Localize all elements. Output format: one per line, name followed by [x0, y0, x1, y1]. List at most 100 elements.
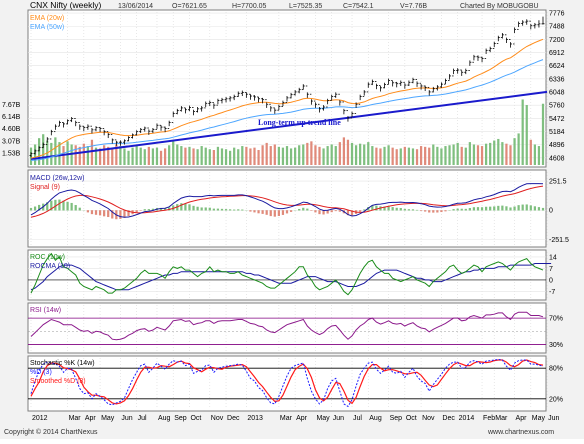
volume-bar [428, 148, 430, 165]
price-tick-label: 5184 [549, 129, 565, 136]
volume-bar [54, 137, 56, 165]
volume-bar [400, 148, 402, 165]
stoch-tick-label: 80% [549, 366, 563, 373]
roc-panel [28, 250, 546, 300]
volume-bar [420, 146, 422, 165]
x-tick-label: Mar [280, 415, 293, 422]
volume-bar [509, 145, 511, 165]
macd-histogram-bar [209, 208, 211, 211]
x-tick-label: Nov [422, 415, 435, 422]
x-tick-label: Jun [121, 415, 132, 422]
macd-histogram-bar [205, 207, 207, 210]
volume-bar [473, 144, 475, 165]
macd-histogram-bar [282, 210, 284, 215]
rsi-tick-label: 70% [549, 316, 563, 323]
header-high: H=7700.05 [232, 3, 267, 10]
macd-histogram-bar [79, 208, 81, 211]
x-tick-label: 2014 [459, 415, 475, 422]
volume-bar [282, 148, 284, 165]
x-tick-label: Mar [69, 415, 82, 422]
x-tick-label: Dec [227, 415, 240, 422]
volume-bar [440, 148, 442, 165]
volume-bar [542, 104, 544, 165]
x-tick-label: Jul [138, 415, 147, 422]
volume-bar [286, 146, 288, 165]
macd-histogram-bar [148, 209, 150, 210]
header-low: L=7525.35 [289, 3, 322, 10]
volume-bar [127, 151, 129, 165]
macd-histogram-bar [318, 210, 320, 214]
volume-bar [66, 141, 68, 165]
volume-bar [217, 147, 219, 165]
macd-histogram-bar [432, 210, 434, 212]
x-tick-label: Sep [174, 415, 187, 422]
volume-bar [290, 148, 292, 165]
volume-bar [396, 149, 398, 165]
macd-histogram-bar [241, 210, 243, 211]
volume-bar [375, 148, 377, 165]
volume-bar [363, 144, 365, 165]
x-tick-label: Oct [190, 415, 201, 422]
volume-bar [136, 146, 138, 165]
macd-histogram-bar [66, 202, 68, 211]
header-date: 13/06/2014 [118, 3, 153, 10]
volume-bar [489, 143, 491, 165]
macd-histogram-bar [91, 210, 93, 214]
volume-bar [152, 148, 154, 165]
price-tick-label: 7776 [549, 11, 565, 18]
macd-histogram-bar [387, 207, 389, 211]
macd-histogram-bar [452, 209, 454, 210]
volume-bar [237, 149, 239, 165]
macd-histogram-bar [184, 204, 186, 211]
macd-histogram-bar [144, 209, 146, 210]
volume-tick-label: 3.07B [2, 138, 21, 145]
legend-ema20: EMA (20w) [30, 15, 64, 22]
price-tick-label: 4896 [549, 142, 565, 149]
price-tick-label: 4608 [549, 155, 565, 162]
volume-bar [229, 151, 231, 165]
macd-histogram-bar [58, 200, 60, 211]
x-tick-label: Jun [548, 415, 559, 422]
macd-histogram-bar [473, 207, 475, 210]
macd-histogram-bar [436, 210, 438, 212]
macd-histogram-bar [213, 209, 215, 211]
macd-histogram-bar [538, 207, 540, 210]
macd-histogram-bar [278, 210, 280, 216]
volume-bar [497, 139, 499, 165]
volume-bar [245, 147, 247, 165]
macd-histogram-bar [542, 208, 544, 211]
macd-histogram-bar [270, 210, 272, 216]
macd-histogram-bar [505, 206, 507, 210]
volume-bar [172, 141, 174, 165]
macd-panel [28, 170, 546, 247]
volume-bar [367, 142, 369, 165]
volume-bar [538, 146, 540, 165]
x-tick-label: Jul [353, 415, 362, 422]
macd-histogram-bar [192, 206, 194, 211]
volume-tick-label: 1.53B [2, 150, 21, 157]
volume-bar [493, 141, 495, 165]
macd-histogram-bar [530, 205, 532, 210]
macd-histogram-bar [444, 210, 446, 211]
volume-bar [266, 143, 268, 165]
header-close: C=7542.1 [343, 3, 374, 10]
volume-bar [343, 137, 345, 165]
macd-histogram-bar [359, 210, 361, 212]
macd-histogram-bar [103, 210, 105, 216]
macd-histogram-bar [396, 208, 398, 211]
volume-bar [302, 144, 304, 165]
macd-histogram-bar [286, 210, 288, 213]
volume-bar [34, 144, 36, 165]
volume-bar [327, 146, 329, 165]
macd-histogram-bar [314, 210, 316, 212]
price-tick-label: 6624 [549, 63, 565, 70]
macd-histogram-bar [339, 210, 341, 211]
volume-bar [180, 146, 182, 165]
macd-histogram-bar [493, 206, 495, 210]
macd-histogram-bar [416, 210, 418, 211]
volume-bar [278, 147, 280, 165]
macd-histogram-bar [99, 210, 101, 215]
legend-rsi: RSI (14w) [30, 307, 61, 314]
volume-bar [257, 150, 259, 165]
volume-bar [249, 148, 251, 165]
